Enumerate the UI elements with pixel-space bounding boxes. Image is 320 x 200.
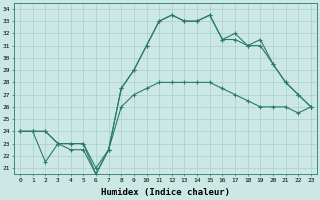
X-axis label: Humidex (Indice chaleur): Humidex (Indice chaleur) xyxy=(101,188,230,197)
